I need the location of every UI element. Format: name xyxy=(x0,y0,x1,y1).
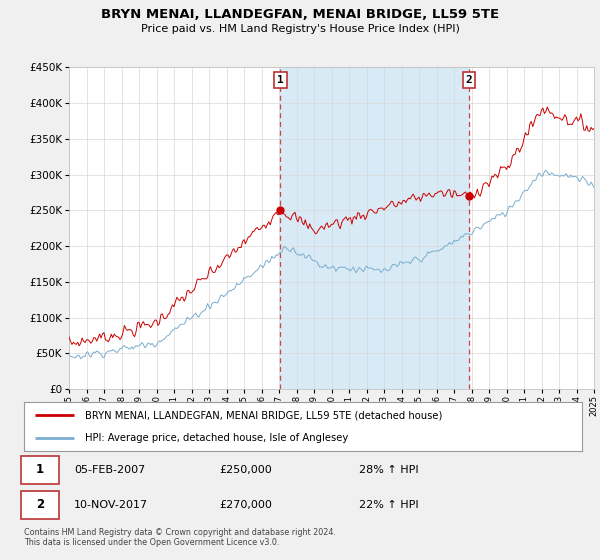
Text: 2: 2 xyxy=(466,75,472,85)
Text: 05-FEB-2007: 05-FEB-2007 xyxy=(74,465,145,475)
Text: 10-NOV-2017: 10-NOV-2017 xyxy=(74,500,148,510)
Text: BRYN MENAI, LLANDEGFAN, MENAI BRIDGE, LL59 5TE (detached house): BRYN MENAI, LLANDEGFAN, MENAI BRIDGE, LL… xyxy=(85,410,443,421)
Text: £270,000: £270,000 xyxy=(220,500,272,510)
Text: 2: 2 xyxy=(36,498,44,511)
Text: Contains HM Land Registry data © Crown copyright and database right 2024.
This d: Contains HM Land Registry data © Crown c… xyxy=(24,528,336,547)
Text: HPI: Average price, detached house, Isle of Anglesey: HPI: Average price, detached house, Isle… xyxy=(85,433,349,443)
FancyBboxPatch shape xyxy=(21,491,59,519)
Text: £250,000: £250,000 xyxy=(220,465,272,475)
Text: Price paid vs. HM Land Registry's House Price Index (HPI): Price paid vs. HM Land Registry's House … xyxy=(140,24,460,34)
Text: 28% ↑ HPI: 28% ↑ HPI xyxy=(359,465,418,475)
FancyBboxPatch shape xyxy=(21,456,59,484)
Text: 1: 1 xyxy=(277,75,284,85)
Text: 1: 1 xyxy=(36,463,44,476)
Text: 22% ↑ HPI: 22% ↑ HPI xyxy=(359,500,418,510)
Text: BRYN MENAI, LLANDEGFAN, MENAI BRIDGE, LL59 5TE: BRYN MENAI, LLANDEGFAN, MENAI BRIDGE, LL… xyxy=(101,8,499,21)
Bar xyxy=(280,67,469,389)
